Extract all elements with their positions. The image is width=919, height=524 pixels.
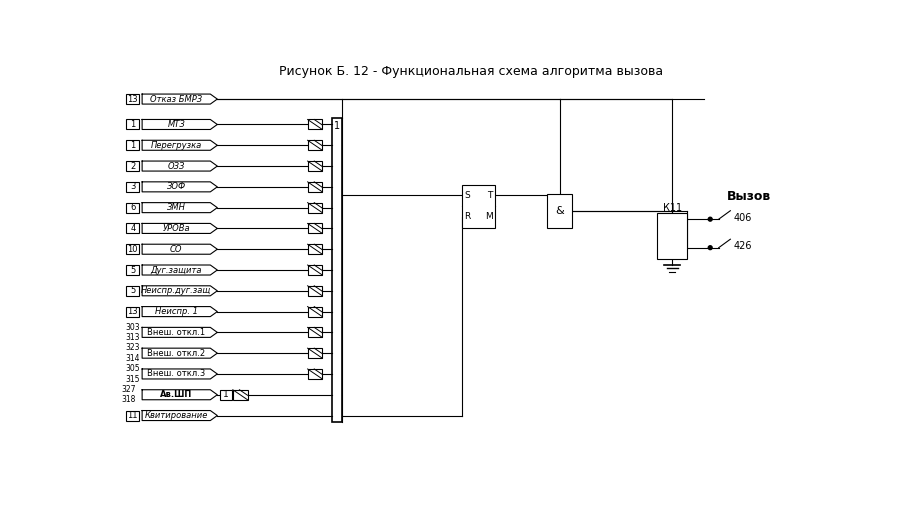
Text: 406: 406 bbox=[732, 213, 751, 223]
Bar bbox=[461, 184, 494, 227]
Text: 1: 1 bbox=[130, 120, 135, 129]
Circle shape bbox=[708, 246, 711, 249]
Text: 2: 2 bbox=[130, 161, 135, 170]
Text: M: M bbox=[484, 212, 492, 221]
Text: 5: 5 bbox=[130, 266, 135, 275]
Bar bbox=[126, 223, 140, 233]
Text: ЗОФ: ЗОФ bbox=[166, 182, 186, 191]
Text: 3: 3 bbox=[130, 182, 135, 191]
Bar bbox=[307, 348, 322, 358]
Bar bbox=[332, 118, 342, 422]
Bar bbox=[233, 390, 247, 400]
Text: ОЗЗ: ОЗЗ bbox=[167, 161, 185, 170]
Text: Внеш. откл.1: Внеш. откл.1 bbox=[147, 328, 205, 337]
Text: 1: 1 bbox=[130, 141, 135, 150]
Text: 6: 6 bbox=[130, 203, 135, 212]
Text: Дуг.защита: Дуг.защита bbox=[151, 266, 202, 275]
Text: 327
318: 327 318 bbox=[121, 385, 136, 405]
Circle shape bbox=[708, 217, 711, 221]
Bar bbox=[126, 244, 140, 254]
Text: 13: 13 bbox=[128, 307, 138, 316]
Text: S: S bbox=[464, 191, 470, 200]
Bar bbox=[307, 119, 322, 129]
Text: УРОВа: УРОВа bbox=[163, 224, 190, 233]
Text: 11: 11 bbox=[128, 411, 138, 420]
Bar bbox=[126, 94, 140, 104]
Text: T: T bbox=[486, 191, 492, 200]
Bar bbox=[307, 244, 322, 254]
Text: 13: 13 bbox=[128, 94, 138, 104]
Bar bbox=[307, 203, 322, 213]
Bar bbox=[221, 390, 232, 400]
Text: Неиспр.дуг.защ: Неиспр.дуг.защ bbox=[141, 286, 211, 296]
Bar bbox=[126, 286, 140, 296]
Bar bbox=[307, 265, 322, 275]
Text: 323
314: 323 314 bbox=[125, 343, 140, 363]
Text: Внеш. откл.3: Внеш. откл.3 bbox=[147, 369, 205, 378]
Text: К11: К11 bbox=[662, 203, 681, 213]
Text: Вызов: Вызов bbox=[726, 190, 770, 203]
Bar bbox=[126, 182, 140, 192]
Text: Отказ БМРЗ: Отказ БМРЗ bbox=[150, 94, 202, 104]
Text: 303
313: 303 313 bbox=[125, 323, 140, 342]
Bar bbox=[307, 307, 322, 316]
Text: 5: 5 bbox=[130, 286, 135, 296]
Bar bbox=[547, 194, 572, 227]
Bar bbox=[657, 213, 686, 259]
Bar bbox=[307, 286, 322, 296]
Text: Квитирование: Квитирование bbox=[144, 411, 208, 420]
Text: ЗМН: ЗМН bbox=[166, 203, 186, 212]
Text: Перегрузка: Перегрузка bbox=[151, 141, 201, 150]
Bar bbox=[307, 369, 322, 379]
Text: 4: 4 bbox=[130, 224, 135, 233]
Text: СО: СО bbox=[170, 245, 182, 254]
Text: МТЗ: МТЗ bbox=[167, 120, 185, 129]
Text: 426: 426 bbox=[732, 241, 751, 251]
Bar bbox=[307, 328, 322, 337]
Bar bbox=[126, 410, 140, 421]
Text: 305
315: 305 315 bbox=[125, 364, 140, 384]
Text: Ав.ШП: Ав.ШП bbox=[160, 390, 192, 399]
Text: Внеш. откл.2: Внеш. откл.2 bbox=[147, 348, 205, 358]
Text: 10: 10 bbox=[128, 245, 138, 254]
Text: 1: 1 bbox=[334, 122, 340, 132]
Bar bbox=[126, 307, 140, 316]
Bar bbox=[126, 203, 140, 213]
Bar bbox=[126, 265, 140, 275]
Bar bbox=[307, 182, 322, 192]
Text: Неиспр. 1: Неиспр. 1 bbox=[154, 307, 198, 316]
Text: Рисунок Б. 12 - Функциональная схема алгоритма вызова: Рисунок Б. 12 - Функциональная схема алг… bbox=[279, 65, 663, 78]
Bar bbox=[126, 140, 140, 150]
Bar bbox=[307, 140, 322, 150]
Text: 1: 1 bbox=[223, 390, 229, 399]
Bar bbox=[307, 223, 322, 233]
Bar bbox=[307, 161, 322, 171]
Text: R: R bbox=[464, 212, 471, 221]
Text: &: & bbox=[555, 206, 563, 216]
Bar bbox=[126, 119, 140, 129]
Bar bbox=[126, 161, 140, 171]
